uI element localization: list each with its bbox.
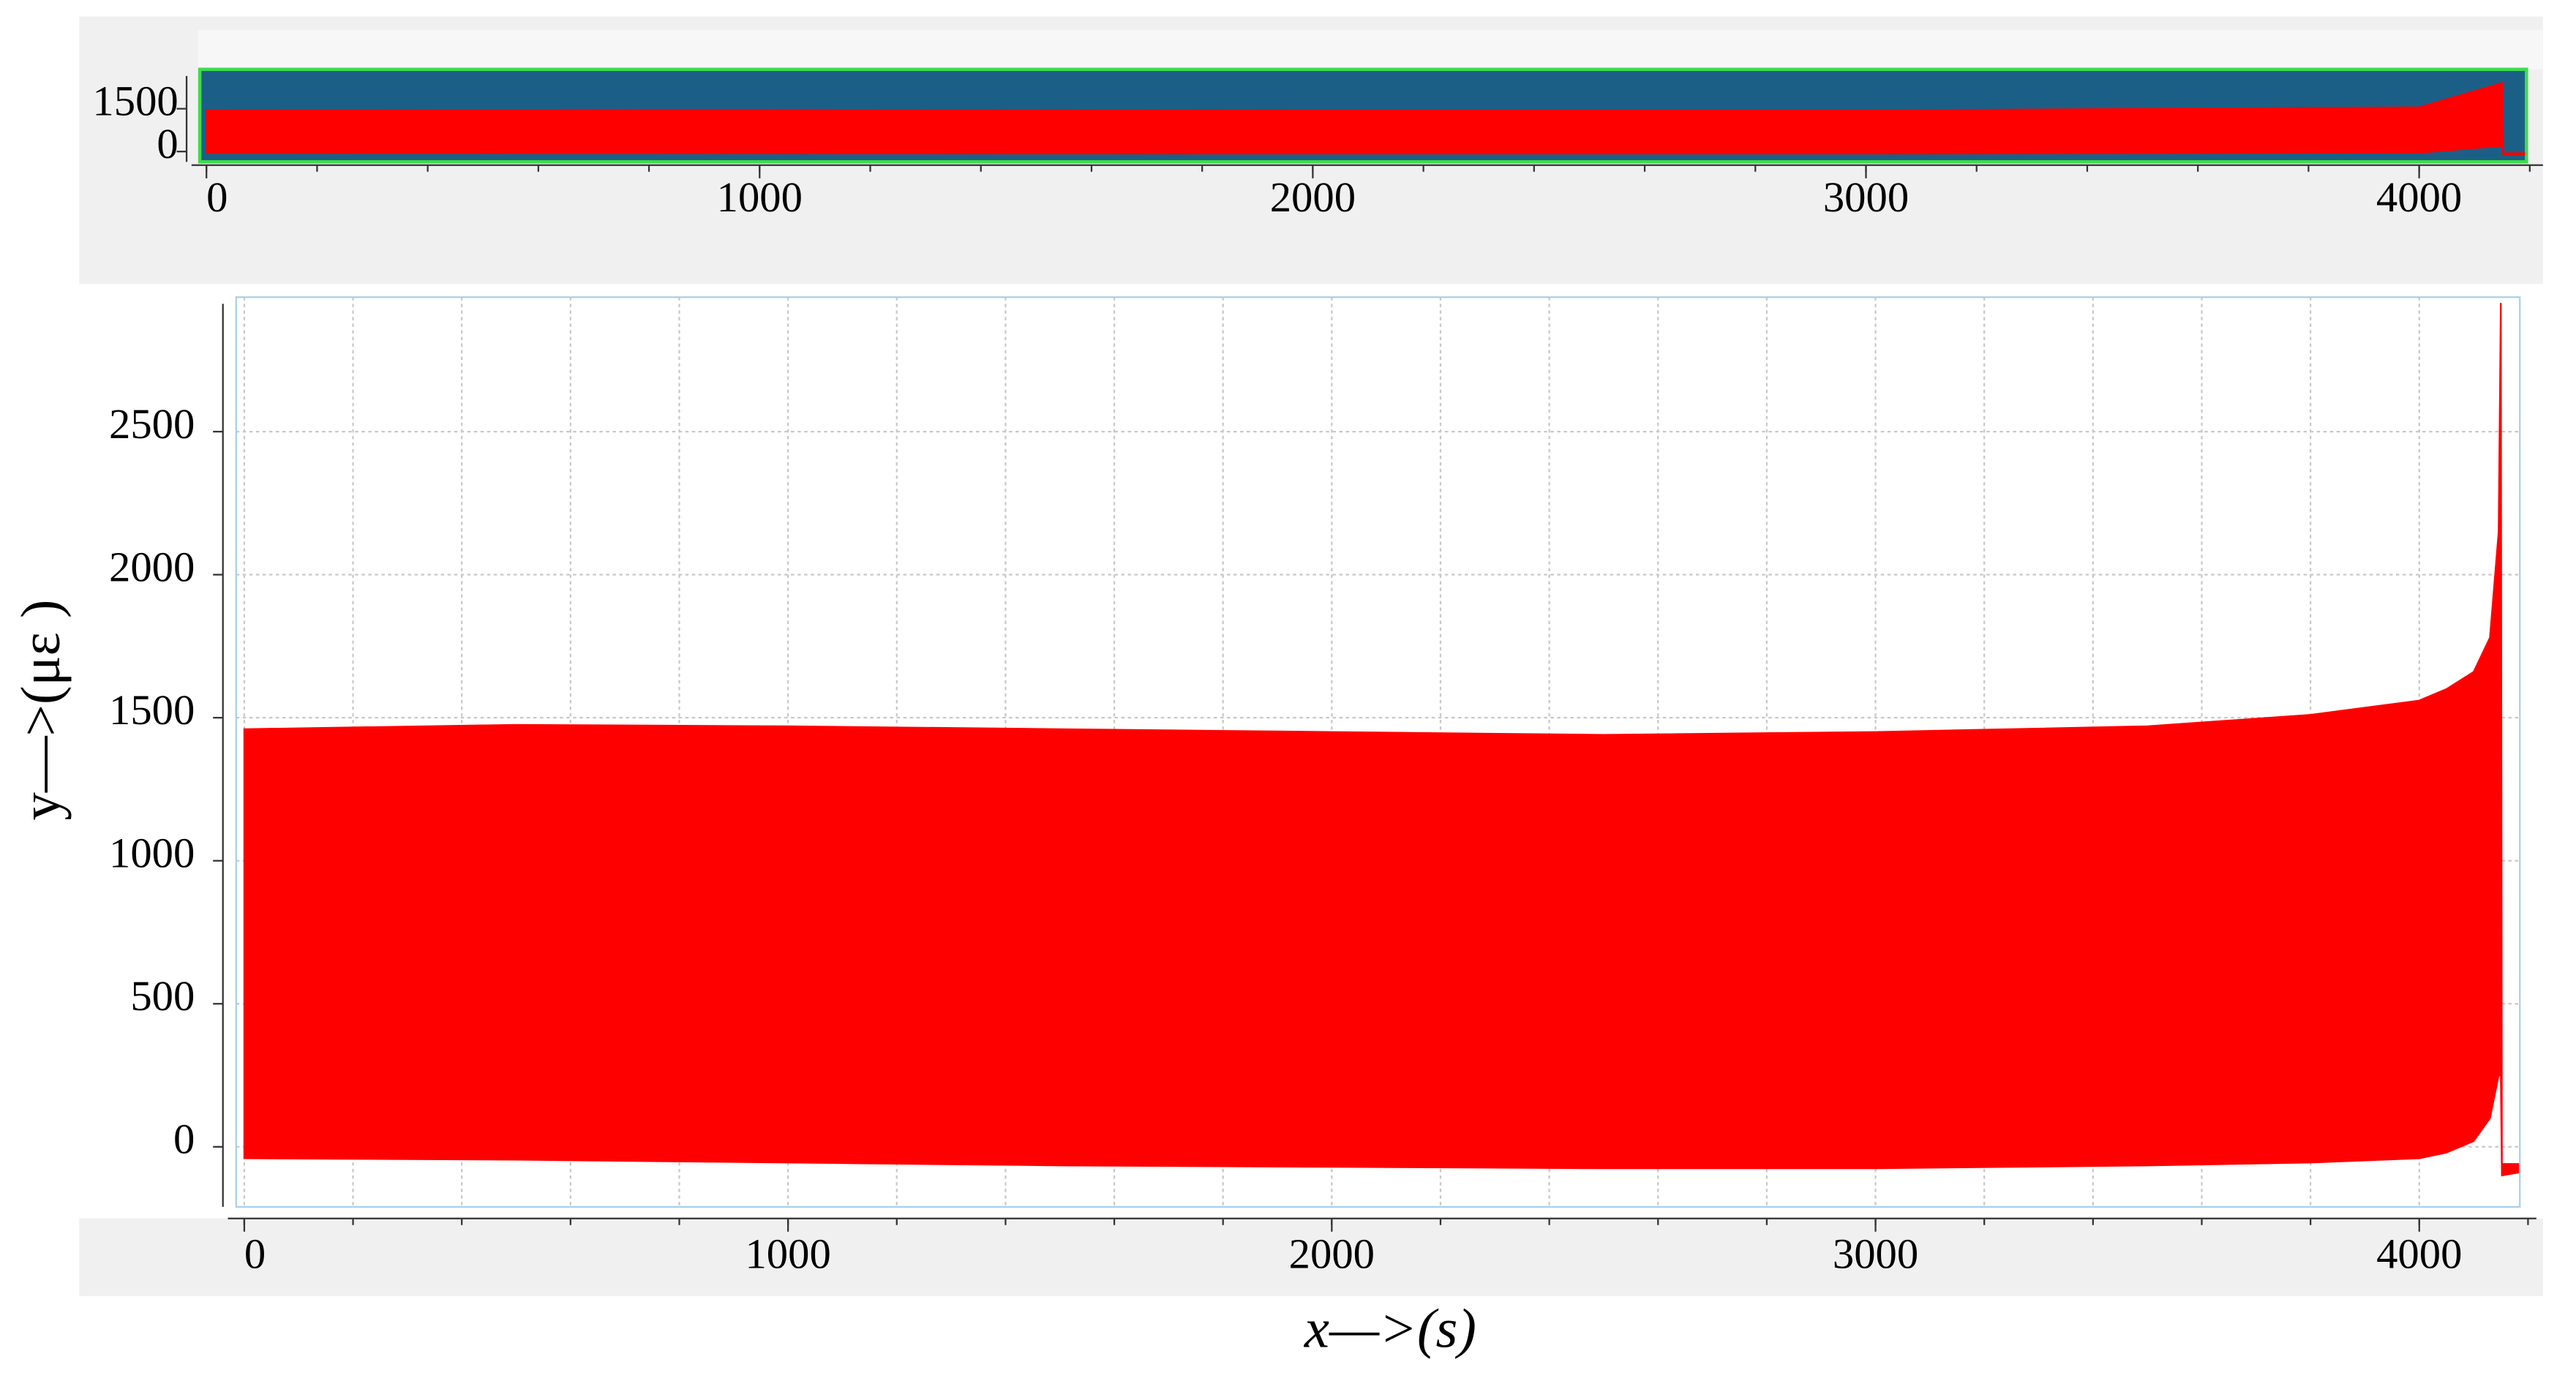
x-axis-title: x—>(s) xyxy=(1304,1297,1476,1359)
overview-strip xyxy=(198,29,2543,69)
y-tick-label: 1000 xyxy=(109,830,195,877)
y-tick-label: 1500 xyxy=(109,686,195,734)
x-tick-label: 4000 xyxy=(2376,173,2462,221)
x-tick-label: 2000 xyxy=(1270,173,1356,221)
y-tick-label: 1500 xyxy=(92,78,178,125)
y-tick-label: 2000 xyxy=(109,543,195,591)
y-tick-label: 500 xyxy=(130,972,195,1020)
x-tick-label: 3000 xyxy=(1823,173,1909,221)
x-tick-label: 1000 xyxy=(717,173,803,221)
signal-band xyxy=(206,82,2526,156)
x-tick-label: 4000 xyxy=(2376,1230,2462,1277)
y-tick-label: 0 xyxy=(157,120,178,168)
x-tick-label: 1000 xyxy=(745,1230,830,1277)
x-tick-label: 0 xyxy=(244,1230,266,1277)
y-tick-label: 0 xyxy=(173,1116,195,1163)
x-tick-label: 3000 xyxy=(1833,1230,1918,1277)
x-tick-label: 0 xyxy=(206,173,228,221)
y-tick-label: 2500 xyxy=(109,400,195,448)
signal-band xyxy=(243,303,2520,1177)
y-axis-title: y—>(με ) xyxy=(10,600,72,821)
x-tick-label: 2000 xyxy=(1289,1230,1375,1277)
